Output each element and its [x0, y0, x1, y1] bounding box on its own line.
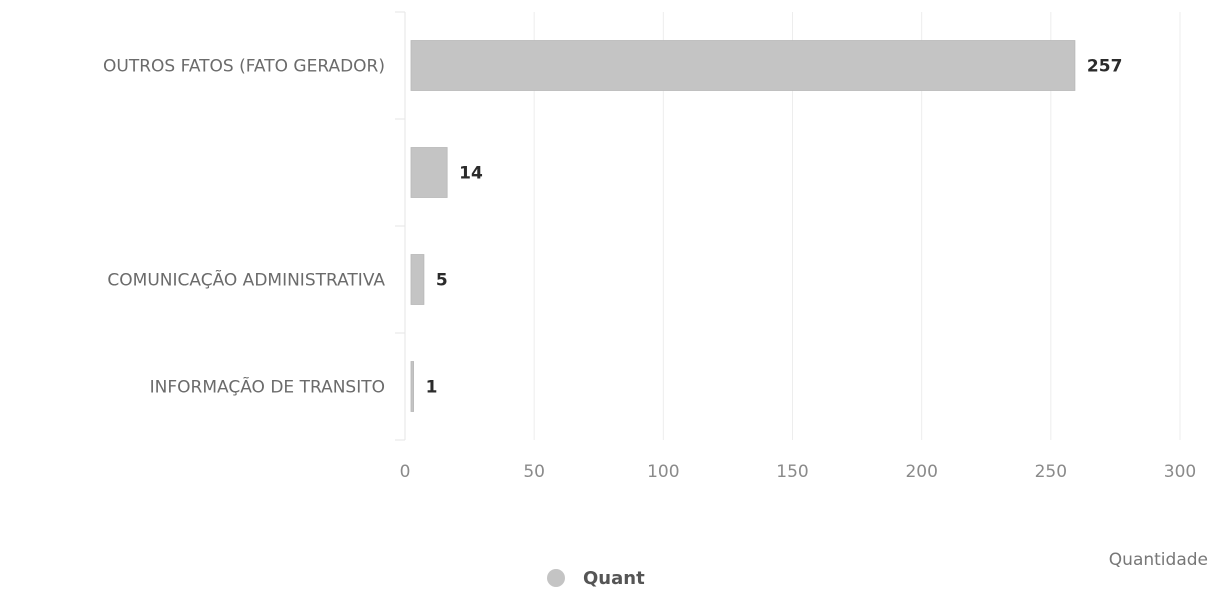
x-axis-title: Quantidade — [1109, 550, 1208, 570]
bars — [410, 40, 1076, 412]
x-tick-labels: 0 50 100 150 200 250 300 — [400, 462, 1197, 482]
x-tick-label: 0 — [400, 462, 411, 482]
x-tick-label: 150 — [776, 462, 808, 482]
category-label: INFORMAÇÃO DE TRANSITO — [150, 376, 385, 398]
value-label: 1 — [426, 378, 438, 398]
legend-label-quant[interactable]: Quant — [583, 568, 645, 589]
x-tick-label: 300 — [1164, 462, 1196, 482]
bar[interactable] — [410, 40, 1076, 91]
bar[interactable] — [410, 254, 425, 305]
legend[interactable]: Quant — [547, 568, 645, 589]
category-label: COMUNICAÇÃO ADMINISTRATIVA — [107, 269, 385, 291]
bar[interactable] — [410, 147, 448, 198]
legend-marker-icon[interactable] — [547, 569, 565, 587]
x-tick-label: 250 — [1035, 462, 1067, 482]
value-labels: 257 14 5 1 — [426, 57, 1123, 398]
category-labels: OUTROS FATOS (FATO GERADOR) COMUNICAÇÃO A… — [103, 57, 385, 398]
value-label: 5 — [436, 271, 448, 291]
value-label: 14 — [459, 164, 483, 184]
bar[interactable] — [410, 361, 414, 412]
value-label: 257 — [1087, 57, 1123, 77]
x-tick-label: 200 — [905, 462, 937, 482]
x-tick-label: 50 — [523, 462, 545, 482]
x-tick-label: 100 — [647, 462, 679, 482]
category-label: OUTROS FATOS (FATO GERADOR) — [103, 57, 385, 77]
